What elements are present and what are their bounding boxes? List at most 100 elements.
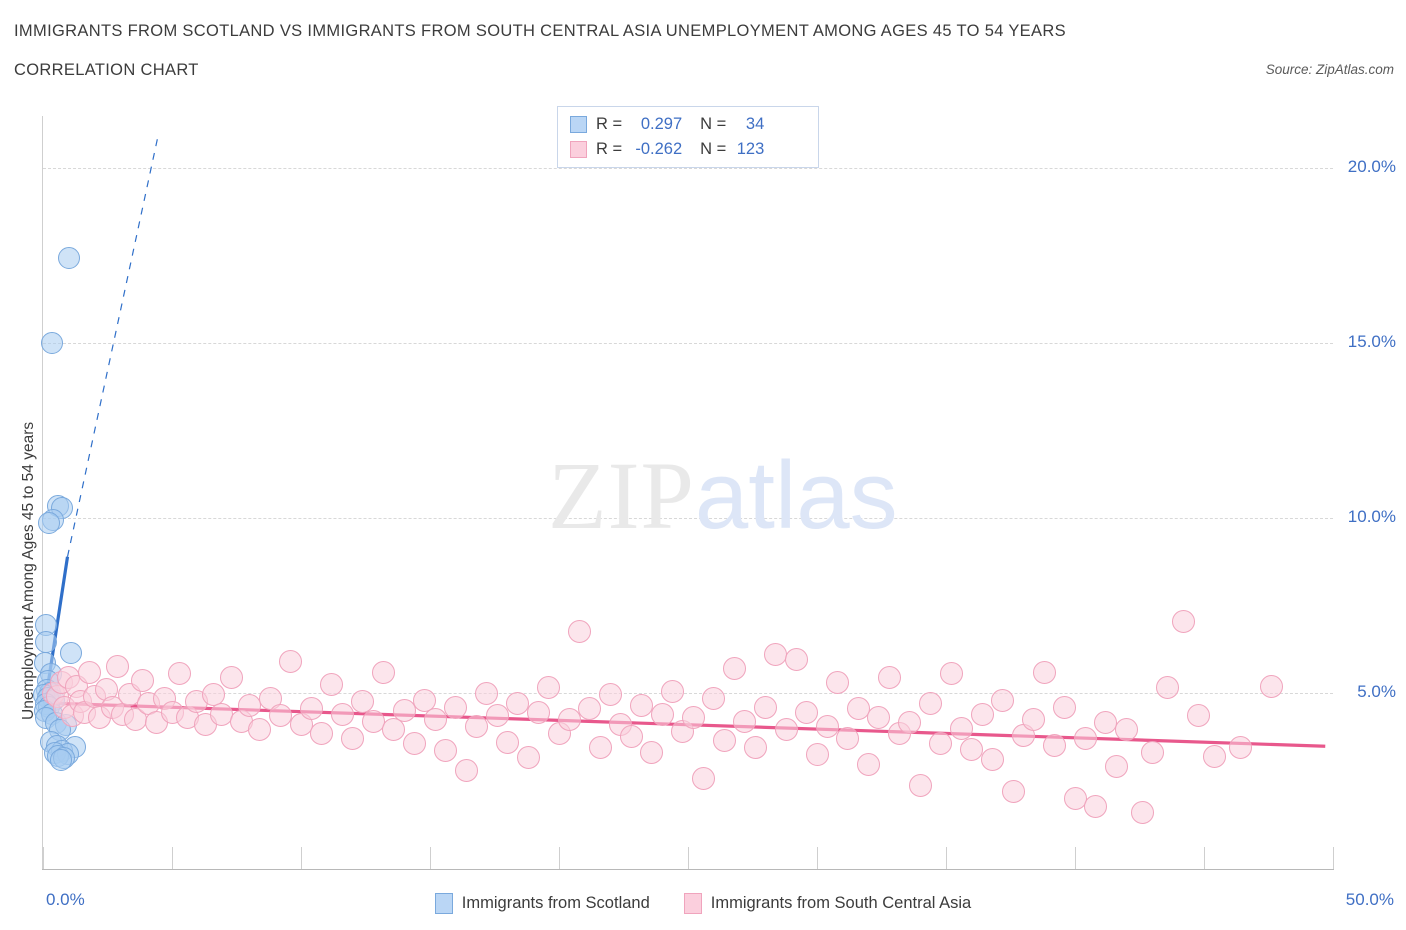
scatter-point: [382, 718, 406, 742]
x-axis-min-label: 0.0%: [46, 890, 85, 909]
scatter-point: [630, 693, 654, 717]
scatter-point: [991, 688, 1015, 712]
scatter-point: [433, 739, 457, 763]
gridline: [43, 343, 1333, 345]
scatter-point: [1140, 741, 1164, 765]
scatter-point: [1001, 779, 1025, 803]
x-axis-tick: [559, 847, 560, 869]
scatter-point: [464, 714, 488, 738]
scatter-point: [1187, 704, 1211, 728]
scatter-point: [733, 709, 757, 733]
legend-swatch: [683, 892, 702, 914]
scatter-point: [1063, 786, 1087, 810]
scatter-point: [219, 665, 243, 689]
x-axis-tick: [430, 847, 431, 869]
scatter-point: [743, 735, 767, 759]
scatter-point: [168, 662, 192, 686]
y-axis-tick-label: 10.0%: [1347, 507, 1396, 527]
scatter-point: [712, 728, 736, 752]
scatter-point: [423, 707, 447, 731]
scatter-point: [557, 707, 581, 731]
scatter-point: [454, 758, 478, 782]
trend-lines: [42, 136, 1326, 748]
scatter-point: [722, 657, 746, 681]
source-attribution: Source: ZipAtlas.com: [1265, 62, 1394, 77]
y-axis-title: Unemployment Among Ages 45 to 54 years: [0, 0, 37, 720]
scatter-point: [57, 246, 80, 269]
scatter-point: [1084, 795, 1108, 819]
scatter-point: [764, 643, 788, 667]
plot-area: [33, 116, 1333, 868]
scatter-point: [237, 693, 261, 717]
scatter-point: [279, 650, 303, 674]
x-axis-tick: [172, 847, 173, 869]
r-value: 0.297: [640, 115, 683, 133]
scatter-point: [299, 697, 323, 721]
scatter-point: [372, 660, 396, 684]
x-axis-tick: [1204, 847, 1205, 869]
scatter-point: [805, 742, 829, 766]
x-axis-tick: [817, 847, 818, 869]
scatter-point: [1171, 609, 1195, 633]
scatter-point: [877, 665, 901, 689]
legend-item[interactable]: Immigrants from South Central Asia: [683, 892, 971, 914]
scatter-point: [1115, 718, 1139, 742]
scatter-point: [248, 718, 272, 742]
scatter-point: [475, 681, 499, 705]
chart-header: IMMIGRANTS FROM SCOTLAND VS IMMIGRANTS F…: [0, 0, 1406, 96]
legend-item[interactable]: Immigrants from Scotland: [434, 892, 650, 914]
scatter-point: [130, 669, 154, 693]
scatter-point: [599, 683, 623, 707]
scatter-point: [774, 718, 798, 742]
scatter-point: [1022, 707, 1046, 731]
legend-label: Immigrants from Scotland: [461, 893, 650, 912]
legend-swatch: [434, 892, 453, 914]
scatter-point: [568, 620, 592, 644]
scatter-point: [34, 631, 57, 654]
scatter-point: [495, 730, 519, 754]
n-value: 34: [745, 115, 765, 133]
correlation-stats-box: R = 0.297 N = 34 R = -0.262 N = 123: [557, 106, 819, 168]
scatter-point: [403, 732, 427, 756]
scatter-point: [908, 774, 932, 798]
scatter-point: [857, 753, 881, 777]
scatter-point: [949, 716, 973, 740]
scatter-point: [41, 332, 64, 355]
scatter-point: [960, 737, 984, 761]
scatter-point: [50, 748, 73, 771]
trend-line-scotland-extrapolated: [66, 136, 159, 557]
stats-swatch-blue: [570, 116, 587, 133]
n-label: N =: [700, 140, 727, 158]
x-axis-tick: [43, 847, 44, 869]
scatter-point: [330, 702, 354, 726]
x-axis-line: [42, 869, 1334, 870]
scatter-point: [268, 704, 292, 728]
scatter-point: [1032, 660, 1056, 684]
scatter-point: [392, 699, 416, 723]
x-axis-tick: [301, 847, 302, 869]
scatter-point: [485, 704, 509, 728]
scatter-point: [867, 706, 891, 730]
scatter-point: [619, 725, 643, 749]
gridline: [43, 168, 1333, 170]
y-axis-tick-label: 5.0%: [1357, 682, 1396, 702]
scatter-point: [537, 676, 561, 700]
scatter-point: [1156, 676, 1180, 700]
scatter-point: [980, 748, 1004, 772]
y-axis-line: [42, 116, 43, 870]
scatter-point: [1130, 800, 1154, 824]
gridline: [43, 693, 1333, 695]
x-axis-tick: [688, 847, 689, 869]
scatter-point: [1228, 735, 1252, 759]
scatter-point: [351, 690, 375, 714]
scatter-point: [588, 735, 612, 759]
x-axis-tick: [1333, 847, 1334, 869]
scatter-point: [506, 692, 530, 716]
scatter-point: [1073, 727, 1097, 751]
scatter-point: [37, 512, 60, 535]
scatter-point: [106, 655, 130, 679]
chart-subtitle: CORRELATION CHART: [14, 61, 199, 79]
scatter-point: [1202, 744, 1226, 768]
scatter-point: [929, 732, 953, 756]
scatter-point: [310, 721, 334, 745]
